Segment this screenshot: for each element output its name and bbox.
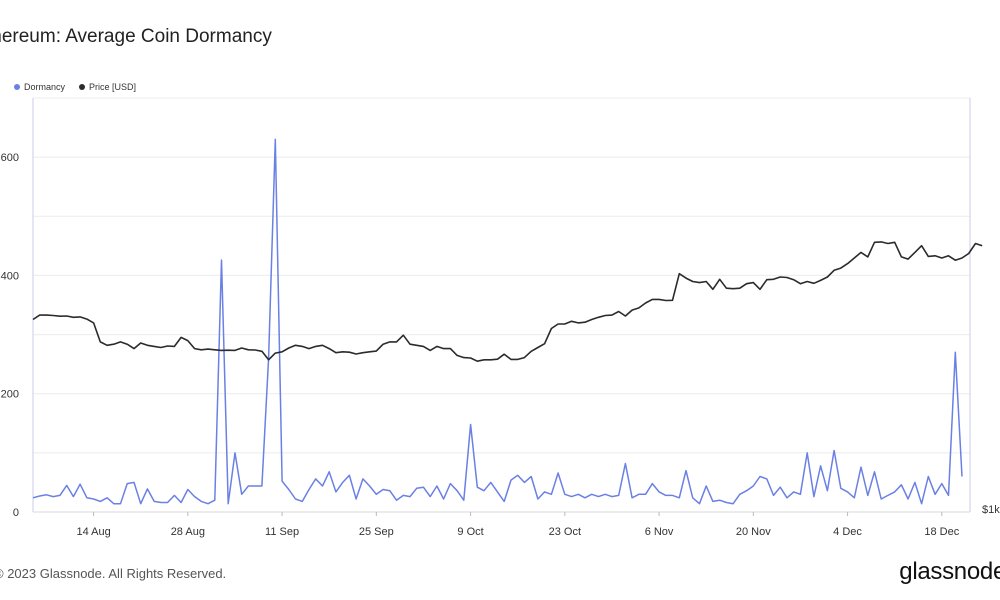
dormancy-series-line <box>32 138 963 505</box>
tick-layer: 600 400 200 0 $1k 14 Aug 28 Aug 11 Sep 25 Sep 9 O… <box>1 152 1000 538</box>
legend-item-dormancy[interactable]: Dormancy <box>14 82 65 92</box>
x-tick-label: 9 Oct <box>457 526 483 538</box>
x-tick-label: 20 Nov <box>736 526 771 538</box>
x-tick-label: 6 Nov <box>645 526 674 538</box>
y-tick-label: 200 <box>1 389 19 401</box>
copyright-label: 2023 Glassnode. All Rights Reserved. <box>7 566 227 581</box>
brand-logo: glassnode <box>899 558 1000 585</box>
legend: Dormancy Price [USD] <box>14 82 136 92</box>
copyright-text: © 2023 Glassnode. All Rights Reserved. <box>0 566 226 581</box>
legend-label-price: Price [USD] <box>89 82 137 92</box>
x-tick-label: 11 Sep <box>265 526 299 538</box>
x-tick-label: 25 Sep <box>359 526 394 538</box>
x-tick-label: 23 Oct <box>549 526 581 538</box>
x-tick-label: 4 Dec <box>833 526 862 538</box>
legend-label-dormancy: Dormancy <box>24 82 66 92</box>
series-layer <box>32 138 983 505</box>
x-tick-label: 18 Dec <box>924 526 959 538</box>
legend-item-price[interactable]: Price [USD] <box>79 82 136 92</box>
grid-layer <box>32 97 971 513</box>
x-tick-label: 14 Aug <box>76 526 110 538</box>
price-series-line <box>32 241 983 363</box>
y-tick-label: 600 <box>1 152 19 164</box>
price-legend-marker <box>79 84 86 90</box>
dormancy-legend-marker <box>14 84 20 90</box>
y-right-tick-label: $1k <box>982 504 1000 516</box>
chart-title: thereum: Average Coin Dormancy <box>0 26 272 47</box>
y-tick-label: 400 <box>1 270 19 282</box>
x-tick-label: 28 Aug <box>171 526 205 538</box>
y-tick-label: 0 <box>13 507 19 519</box>
